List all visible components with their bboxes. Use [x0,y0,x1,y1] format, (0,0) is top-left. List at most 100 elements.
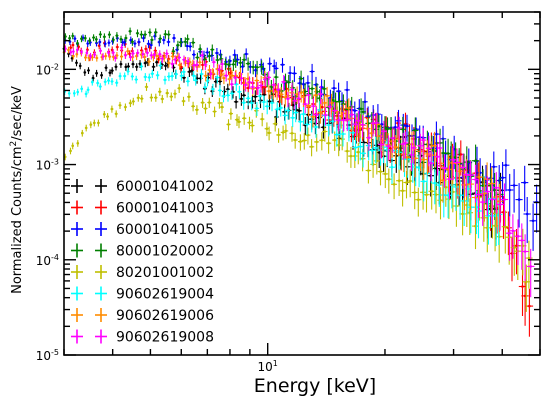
data-point [254,68,257,72]
data-point [255,79,259,82]
data-point [463,183,466,187]
data-point [297,109,301,113]
data-point [422,180,426,183]
data-point [246,97,250,100]
data-point [165,91,169,95]
data-point [347,106,351,110]
data-point [228,77,231,81]
data-point [103,113,106,116]
legend-item: 90602619004 [71,286,214,303]
data-point [515,244,518,247]
data-point [114,56,117,60]
legend-label: 80201001002 [116,265,214,281]
data-point [345,88,349,92]
data-point [119,37,123,41]
data-point [353,109,357,112]
data-point [498,203,502,206]
data-point [260,117,264,121]
data-point [71,43,75,47]
data-point [182,70,186,74]
data-point [246,86,250,90]
data-point [397,179,401,182]
data-point [281,63,284,66]
data-point [208,101,211,104]
data-point [115,81,118,84]
data-point [91,76,95,80]
data-point [83,71,87,74]
data-point [458,169,461,173]
data-point [153,53,156,56]
data-point [262,100,266,104]
data-point [327,141,330,145]
data-point [173,58,177,61]
data-point [87,56,91,60]
data-point [217,68,221,71]
data-point [394,125,397,129]
data-point [241,65,244,68]
data-point [384,172,387,176]
data-point [88,39,91,42]
data-point [268,62,272,65]
data-point [351,131,355,135]
data-point [67,92,71,95]
data-point [95,38,98,41]
data-point [215,51,219,55]
data-point [377,124,381,128]
x-axis-title: Energy [keV] [254,375,376,397]
data-point [131,75,134,78]
data-point [172,36,176,40]
data-point [310,87,314,90]
data-point [303,102,307,106]
data-point [314,93,318,97]
data-point [229,112,233,115]
data-point [129,101,132,105]
data-point [161,97,164,101]
data-point [246,77,250,80]
data-point [216,58,219,62]
data-point [477,175,481,179]
data-point [512,184,516,187]
data-point [337,143,341,147]
data-point [272,83,275,87]
data-point [279,106,283,110]
data-point [155,60,159,64]
data-point [451,158,455,162]
data-point [379,170,382,173]
data-point [391,136,395,140]
data-point [185,44,189,48]
data-point [100,73,103,77]
data-point [164,32,167,36]
data-point [528,304,531,308]
data-point [272,64,276,68]
data-point [148,76,151,79]
data-point [107,51,110,55]
data-point [474,159,477,162]
data-point [107,79,110,82]
data-point [227,63,231,66]
data-point [144,47,148,51]
data-point [149,43,153,47]
data-point [73,92,76,95]
data-point [148,31,152,34]
data-point [413,191,417,194]
data-point [275,108,279,111]
data-point [182,76,186,79]
plot-frame [63,11,541,356]
data-point [333,109,337,112]
data-point [224,62,227,66]
data-point [92,36,95,39]
data-point [208,54,211,58]
data-point [302,82,305,86]
data-point [260,65,263,69]
data-point [180,74,183,78]
data-point [270,101,274,105]
data-point [86,42,89,45]
data-point [129,38,133,42]
data-point [307,104,310,107]
data-point [95,71,98,75]
data-point [187,95,191,99]
data-point [69,50,73,54]
data-point [412,146,416,150]
axes-layer: 101 10-2 10-3 10-4 10-5 [36,11,541,374]
data-point [327,123,331,127]
